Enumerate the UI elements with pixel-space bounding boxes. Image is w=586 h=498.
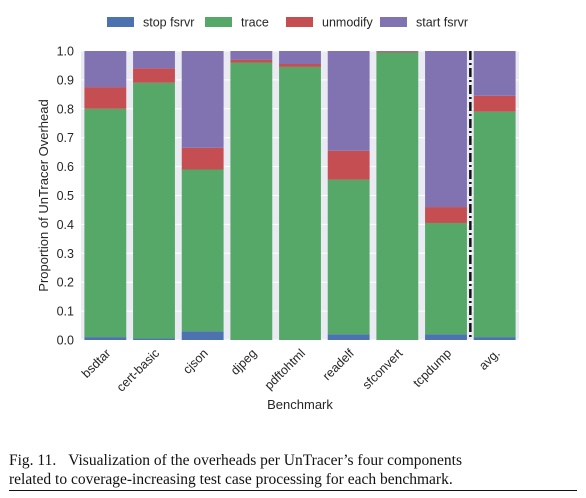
caption-underline — [9, 490, 577, 491]
bar-segment — [133, 82, 175, 339]
bar-segment — [84, 51, 127, 88]
x-tick-label: readelf — [320, 346, 357, 383]
y-tick-labels: 0.0 0.1 0.2 0.3 0.4 0.5 0.6 0.7 0.8 0.9 1.0 — [57, 45, 74, 348]
x-tick-labels: bsdtar cert-basic cjson djpeg pdftohtml reade… — [79, 346, 503, 395]
bar-segment — [230, 51, 273, 60]
legend-swatch — [205, 17, 232, 27]
bar-segment — [473, 51, 516, 96]
bar-segment — [84, 337, 127, 340]
y-tick-label: 0.7 — [57, 131, 74, 145]
x-tick-label: pdftohtml — [262, 346, 308, 392]
bar-segment — [327, 179, 370, 335]
bar-segment — [425, 207, 467, 223]
x-tick-label: cjson — [180, 346, 211, 377]
x-tick-label: avg. — [476, 346, 503, 373]
legend-label: start fsrvr — [416, 16, 468, 30]
bar-segment — [473, 95, 516, 112]
y-tick-label: 0.9 — [57, 73, 74, 87]
y-tick-label: 0.1 — [57, 305, 74, 319]
x-tick-label: djpeg — [228, 346, 260, 378]
legend-swatch — [380, 17, 407, 27]
bar-segment — [279, 64, 321, 67]
x-axis-label: Benchmark — [267, 397, 333, 412]
bar-segment — [376, 51, 419, 52]
y-tick-label: 0.3 — [57, 247, 74, 261]
legend-label: unmodify — [322, 16, 373, 30]
bar-segment — [181, 331, 224, 340]
bar-segment — [425, 51, 467, 208]
y-axis-label: Proportion of UnTracer Overhead — [36, 99, 51, 291]
y-tick-label: 1.0 — [57, 45, 74, 59]
bar-segment — [181, 147, 224, 170]
y-tick-label: 0.2 — [57, 276, 74, 290]
bar-segment — [230, 62, 273, 341]
bar-segment — [230, 59, 273, 63]
bar-segment — [84, 87, 127, 109]
caption-text-1: Visualization of the overheads per UnTra… — [68, 452, 463, 469]
bar-segment — [279, 66, 321, 341]
bar-segment — [376, 52, 419, 340]
bar-segment — [327, 150, 370, 180]
bar-segment — [376, 51, 419, 53]
caption-line-2: related to coverage-increasing test case… — [9, 471, 453, 488]
legend-label: stop fsrvr — [143, 16, 194, 30]
bar-segment — [279, 51, 321, 65]
legend-label: trace — [241, 16, 269, 30]
bar-segment — [84, 108, 127, 338]
y-tick-label: 0.6 — [57, 160, 74, 174]
caption-line-1: Fig. 11. Visualization of the overheads p… — [9, 451, 577, 470]
x-tick-label: tcpdump — [410, 346, 454, 390]
bar-segment — [133, 68, 175, 83]
y-tick-label: 0.4 — [57, 218, 74, 232]
stacked-bar-chart: 0.0 0.1 0.2 0.3 0.4 0.5 0.6 0.7 0.8 0.9 1.0 bsdtar… — [36, 16, 519, 412]
x-tick-label: sfconvert — [360, 346, 406, 392]
bar-segment — [133, 338, 175, 340]
y-tick-label: 0.5 — [57, 189, 74, 203]
x-tick-label: bsdtar — [79, 346, 113, 380]
x-tick-label: cert-basic — [114, 346, 162, 394]
bar-segment — [425, 222, 467, 335]
bar-segment — [327, 51, 370, 151]
bar-segment — [473, 111, 516, 338]
figure-caption: Fig. 11. Visualization of the overheads p… — [9, 451, 577, 489]
bar-segment — [181, 51, 224, 148]
bars — [84, 51, 516, 341]
legend: stop fsrvr trace unmodify start fsrvr — [107, 16, 468, 30]
figure-number: Fig. 11. — [9, 452, 57, 469]
bar-segment — [181, 169, 224, 332]
bar-segment — [425, 334, 467, 340]
bar-segment — [327, 334, 370, 340]
legend-swatch — [107, 17, 134, 27]
bar-segment — [473, 337, 516, 340]
y-tick-label: 0.8 — [57, 102, 74, 116]
y-tick-label: 0.0 — [57, 334, 74, 348]
bar-segment — [133, 51, 175, 69]
legend-swatch — [286, 17, 313, 27]
